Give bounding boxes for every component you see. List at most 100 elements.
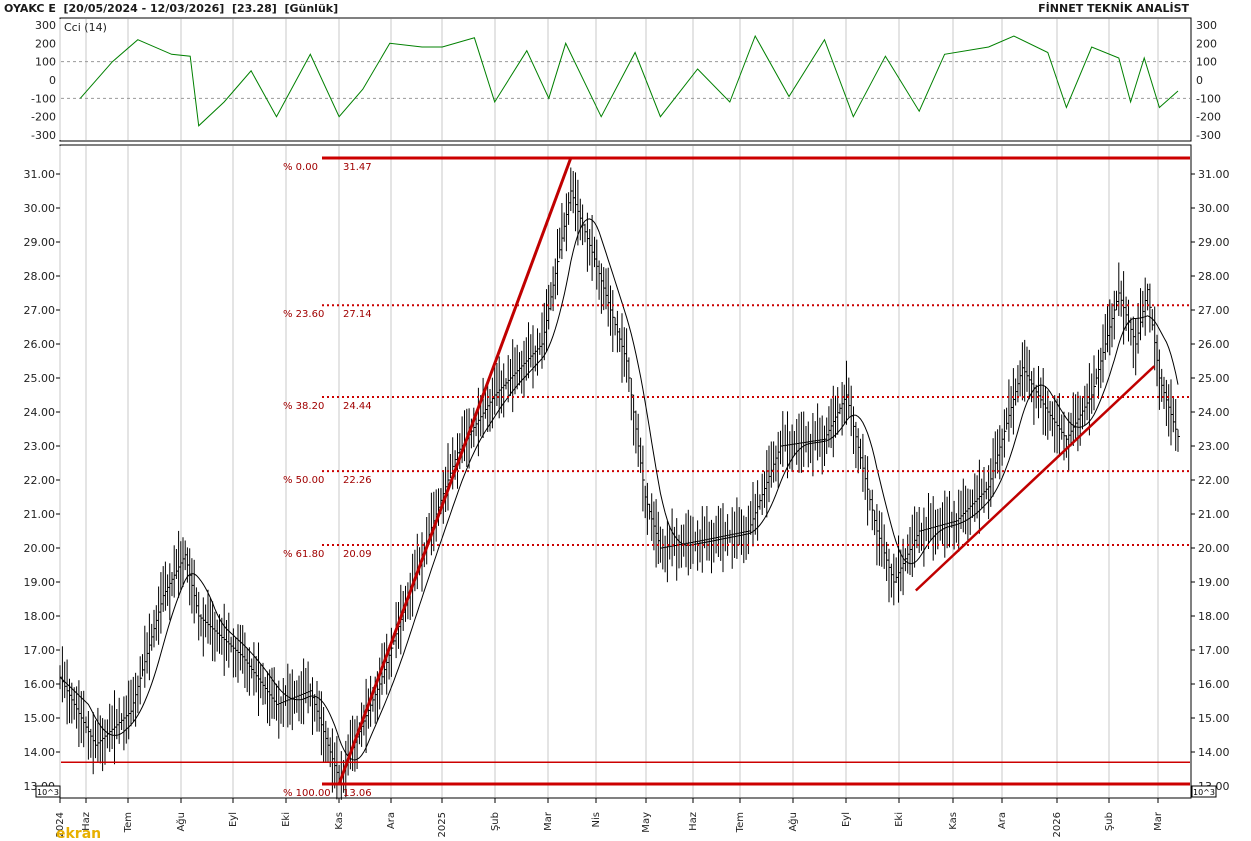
price-tick-label-left: 19.00 [24,576,56,589]
x-tick-label: Kas [948,812,959,830]
fibonacci-value-label: 20.09 [343,549,372,560]
fibonacci-percent-label: % 100.00 [283,788,331,799]
scale-badge [35,785,61,798]
price-tick-label-left: 18.00 [24,610,56,623]
x-tick-label: Kas [334,812,345,830]
price-tick-label-right: 17.00 [1198,644,1230,657]
price-tick-label-left: 14.00 [24,746,56,759]
price-tick-label-right: 28.00 [1198,270,1230,283]
price-tick-label-left: 25.00 [24,372,56,385]
x-tick-label: Ara [386,812,397,829]
symbol-title: OYAKC E [20/05/2024 - 12/03/2026] [23.28… [4,2,339,15]
scale-badge [1191,785,1217,798]
price-tick-label-right: 23.00 [1198,440,1230,453]
x-tick-label: Haz [688,812,699,831]
x-tick-label: 2024 [55,812,66,837]
cci-tick-label-right: -100 [1196,92,1221,105]
x-tick-label: Eki [894,812,905,827]
price-tick-label-right: 29.00 [1198,236,1230,249]
price-panel [59,144,1192,799]
cci-series-line [79,34,1179,127]
price-tick-label-left: 22.00 [24,474,56,487]
price-tick-label-right: 25.00 [1198,372,1230,385]
x-tick-label: Nis [591,812,602,827]
cci-tick-label-left: 0 [49,74,56,87]
price-tick-label-right: 14.00 [1198,746,1230,759]
chart-header: OYAKC E [20/05/2024 - 12/03/2026] [23.28… [0,0,1251,18]
cci-label: Cci (14) [64,21,107,34]
price-tick-label-left: 27.00 [24,304,56,317]
x-tick-label: Ara [997,812,1008,829]
x-tick-label: Şub [1104,812,1115,831]
x-tick-label: Şub [490,812,501,831]
price-tick-label-right: 31.00 [1198,168,1230,181]
x-tick-label: Ağu [175,812,187,832]
x-tick-label: Mar [1153,811,1164,831]
x-tick-label: Eki [281,812,292,827]
cci-tick-label-left: 300 [35,19,56,32]
fibonacci-value-label: 27.14 [343,309,372,320]
fibonacci-value-label: 22.26 [343,475,372,486]
price-tick-label-right: 18.00 [1198,610,1230,623]
price-tick-label-right: 22.00 [1198,474,1230,487]
price-tick-label-right: 30.00 [1198,202,1230,215]
uptrend-line [914,365,1156,592]
price-tick-label-left: 26.00 [24,338,56,351]
x-tick-label: Tem [123,812,134,833]
price-tick-label-left: 30.00 [24,202,56,215]
x-tick-label: 2026 [1052,812,1063,837]
price-tick-label-right: 16.00 [1198,678,1230,691]
fibonacci-percent-label: % 23.60 [283,309,324,320]
x-tick-label: Eyl [228,812,239,827]
x-tick-label: Haz [81,812,92,831]
fibonacci-percent-label: % 0.00 [283,162,318,173]
x-tick-label: Eyl [841,812,852,827]
price-tick-label-left: 23.00 [24,440,56,453]
cci-tick-label-right: 200 [1196,37,1217,50]
fibonacci-percent-label: % 50.00 [283,475,324,486]
cci-panel [59,17,1192,142]
x-tick-label: Ağu [787,812,799,832]
watermark-logo: ekran [56,826,101,841]
price-tick-label-right: 20.00 [1198,542,1230,555]
cci-tick-label-left: 100 [35,56,56,69]
fibonacci-value-label: 13.06 [343,788,372,799]
x-tick-label: Mar [543,811,554,831]
price-tick-label-left: 21.00 [24,508,56,521]
price-tick-label-left: 16.00 [24,678,56,691]
cci-tick-label-right: -200 [1196,111,1221,124]
fibonacci-percent-label: % 61.80 [283,549,324,560]
cci-tick-label-right: -300 [1196,129,1221,142]
price-tick-label-left: 24.00 [24,406,56,419]
moving-average-line [59,218,1179,761]
cci-tick-label-right: 100 [1196,56,1217,69]
price-tick-label-right: 27.00 [1198,304,1230,317]
price-tick-label-right: 24.00 [1198,406,1230,419]
software-title: FİNNET TEKNİK ANALİST [1038,2,1189,15]
x-tick-label: Tem [735,812,746,833]
price-tick-label-left: 20.00 [24,542,56,555]
x-tick-label: 2025 [437,812,448,837]
cci-tick-label-right: 0 [1196,74,1203,87]
price-tick-label-right: 21.00 [1198,508,1230,521]
x-tick-label: May [641,812,652,833]
fibonacci-percent-label: % 38.20 [283,401,324,412]
fibonacci-value-label: 24.44 [343,401,372,412]
cci-tick-label-left: -200 [31,111,56,124]
price-tick-label-left: 31.00 [24,168,56,181]
fibonacci-value-label: 31.47 [343,162,372,173]
cci-tick-label-left: 200 [35,37,56,50]
price-tick-label-left: 29.00 [24,236,56,249]
cci-tick-label-right: 300 [1196,19,1217,32]
price-tick-label-left: 15.00 [24,712,56,725]
cci-tick-label-left: -100 [31,92,56,105]
cci-tick-label-left: -300 [31,129,56,142]
price-tick-label-left: 28.00 [24,270,56,283]
price-tick-label-left: 17.00 [24,644,56,657]
scale-badge-label: 10^3 [1193,788,1215,797]
impulse-trend-line [337,157,573,785]
price-tick-label-right: 26.00 [1198,338,1230,351]
price-tick-label-right: 15.00 [1198,712,1230,725]
price-tick-label-right: 19.00 [1198,576,1230,589]
